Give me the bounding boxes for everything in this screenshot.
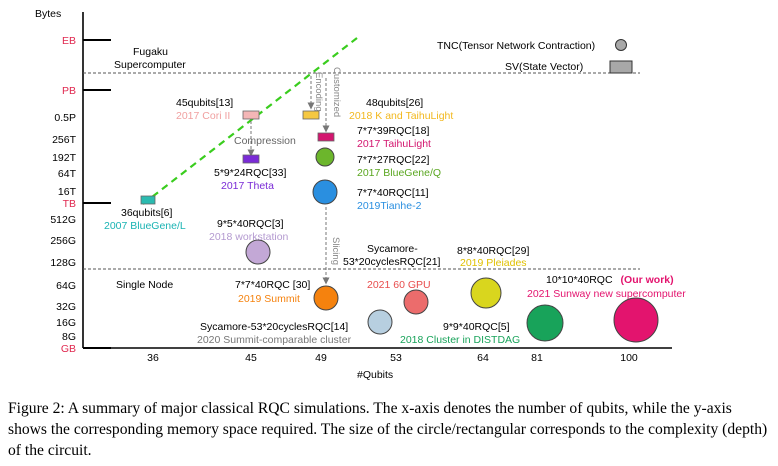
sublabel-workstation: 2018 workstation: [209, 231, 289, 243]
x-tick-64: 64: [477, 352, 489, 364]
point-labels: 36qubits[6] 2007 BlueGene/L 45qubits[13]…: [104, 97, 686, 346]
y-tick-eb: EB: [62, 35, 76, 47]
marker-10-10-40rqc: [613, 297, 659, 343]
fugaku-label-line1: Fugaku: [133, 46, 168, 58]
legend-rect-icon: [609, 60, 633, 74]
sublabel-summit: 2019 Summit: [238, 293, 300, 305]
marker-9-9-40rqc-5: [526, 304, 564, 342]
sublabel-pleiades: 2019 Pleiades: [460, 257, 527, 269]
label-45qubits: 45qubits[13]: [176, 97, 233, 109]
label-36qubits: 36qubits[6]: [121, 207, 172, 219]
y-tick-8g: 8G: [62, 331, 76, 343]
y-tick-128g: 128G: [50, 257, 76, 269]
y-tick-64g: 64G: [56, 280, 76, 292]
label-10x10x40rqc: 10*10*40RQC (Our work): [546, 274, 674, 286]
sublabel-distdag: 2018 Cluster in DISTDAG: [400, 334, 520, 346]
marker-2021-60-gpu: [403, 289, 429, 315]
marker-45qubits-13: [242, 110, 260, 120]
encoding-annotation: Encoding: [313, 72, 324, 112]
y-tick-512g: 512G: [50, 214, 76, 226]
label-sycamore-14: Sycamore-53*20cyclesRQC[14]: [200, 321, 348, 333]
legend-label-sv: SV(State Vector): [505, 61, 583, 73]
y-tick-192t: 192T: [52, 152, 77, 164]
legend-circle-icon: [615, 39, 627, 51]
y-tick-tb: TB: [63, 198, 76, 210]
marker-9-5-40rqc-3: [245, 239, 271, 265]
x-tick-81: 81: [531, 352, 543, 364]
x-tick-53: 53: [390, 352, 402, 364]
marker-5-9-24rqc-33: [242, 154, 260, 164]
y-tick-32g: 32G: [56, 301, 76, 313]
label-8x8x40rqc: 8*8*40RQC[29]: [457, 245, 529, 257]
marker-36qubits-6: [140, 195, 156, 205]
label-5x9x24rqc: 5*9*24RQC[33]: [214, 167, 286, 179]
y-tick-256g: 256G: [50, 235, 76, 247]
label-7x7x39rqc: 7*7*39RQC[18]: [357, 125, 429, 137]
sublabel-tianhe-2: 2019Tianhe-2: [357, 200, 422, 212]
x-axis-label: #Qubits: [357, 369, 393, 381]
fugaku-label-line2: Supercomputer: [114, 59, 186, 71]
y-axis-label: Bytes: [35, 8, 61, 20]
x-tick-labels: 36 45 49 53 64 81 100: [147, 352, 638, 364]
sublabel-bluegene-q: 2017 BlueGene/Q: [357, 167, 441, 179]
sublabel-taihulight: 2017 TaihuLight: [357, 138, 431, 150]
marker-7-7-40rqc-11: [312, 179, 338, 205]
marker-7-7-39rqc-18: [317, 132, 335, 142]
sublabel-bluegene-l: 2007 BlueGene/L: [104, 220, 186, 232]
marker-sycamore-53-20cyclesrqc-14: [367, 309, 393, 335]
y-tick-256t: 256T: [52, 134, 77, 146]
y-tick-gb: GB: [61, 343, 76, 355]
x-tick-49: 49: [315, 352, 327, 364]
slicing-annotation: Slicing: [330, 237, 341, 265]
label-10x10x40rqc-main: 10*10*40RQC: [546, 274, 613, 286]
compression-annotation: Compression: [234, 135, 296, 147]
label-7x7x40rqc-30: 7*7*40RQC [30]: [235, 279, 310, 291]
y-tick-64t: 64T: [58, 168, 77, 180]
marker-7-7-27rqc-22: [315, 147, 335, 167]
single-node-label: Single Node: [116, 279, 173, 291]
y-tick-0-5p: 0.5P: [54, 112, 76, 124]
data-markers: [140, 110, 659, 343]
sublabel-sunway: 2021 Sunway new supercomputer: [527, 288, 686, 300]
customized-annotation: Customized: [331, 67, 342, 117]
x-tick-36: 36: [147, 352, 159, 364]
y-tick-pb: PB: [62, 85, 76, 97]
label-9x5x40rqc: 9*5*40RQC[3]: [217, 218, 284, 230]
label-sycamore-21-line1: Sycamore-: [367, 243, 418, 255]
sublabel-theta: 2017 Theta: [221, 180, 274, 192]
sublabel-summit-cluster: 2020 Summit-comparable cluster: [197, 334, 352, 346]
label-48qubits: 48qubits[26]: [366, 97, 423, 109]
y-tick-16t: 16T: [58, 186, 77, 198]
marker-8-8-40rqc-29: [470, 277, 502, 309]
x-tick-45: 45: [245, 352, 257, 364]
label-9x9x40rqc: 9*9*40RQC[5]: [443, 321, 510, 333]
marker-7-7-40rqc-30: [313, 285, 339, 311]
x-tick-100: 100: [620, 352, 638, 364]
label-7x7x27rqc: 7*7*27RQC[22]: [357, 154, 429, 166]
legend-label-tnc: TNC(Tensor Network Contraction): [437, 40, 595, 52]
sublabel-60-gpu: 2021 60 GPU: [367, 279, 431, 291]
y-tick-16g: 16G: [56, 317, 76, 329]
label-our-work: (Our work): [621, 274, 674, 286]
marker-48qubits-26: [302, 110, 320, 120]
sublabel-k-taihulight: 2018 K and TaihuLight: [349, 110, 453, 122]
legend: TNC(Tensor Network Contraction) SV(State…: [437, 39, 633, 74]
label-7x7x40rqc-11: 7*7*40RQC[11]: [357, 187, 429, 199]
sublabel-cori-ii: 2017 Cori II: [176, 110, 230, 122]
trend-line: [142, 37, 358, 205]
figure-caption: Figure 2: A summary of major classical R…: [8, 400, 768, 459]
label-sycamore-21-line2: 53*20cyclesRQC[21]: [343, 256, 441, 268]
